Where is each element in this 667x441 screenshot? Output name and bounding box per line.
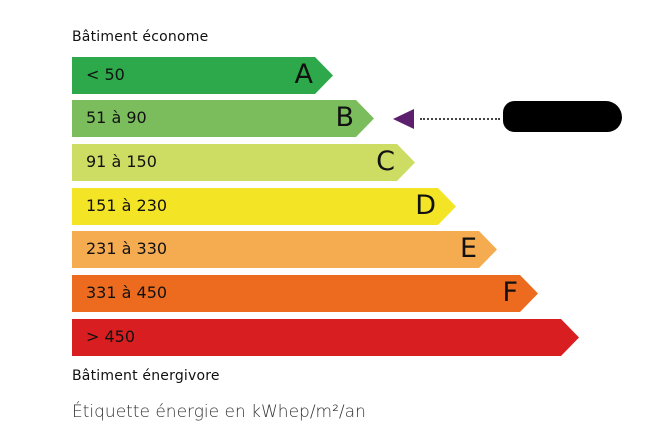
bar-range: 151 à 230 [86,196,168,215]
energy-bar-g: > 450 [72,319,579,356]
bar-letter: A [294,59,313,90]
energy-bar-b: 51 à 90 B [72,100,374,137]
energy-bar-e: 231 à 330 E [72,231,497,268]
top-label: Bâtiment économe [72,29,209,45]
bar-letter: E [459,233,477,264]
bar-range: 51 à 90 [86,108,147,127]
indicator-dotted-line [420,118,500,120]
bar-range: 91 à 150 [86,152,157,171]
footer-caption: Étiquette énergie en kWhep/m²/an [72,402,366,422]
bar-letter: B [335,102,354,133]
energy-bar-a: < 50 A [72,57,333,94]
bar-letter: D [415,190,436,221]
bar-letter: C [376,146,395,177]
energy-bar-d: 151 à 230 D [72,188,456,225]
energy-bar-c: 91 à 150 C [72,144,415,181]
bar-range: > 450 [86,327,136,346]
bar-range: 231 à 330 [86,239,168,258]
indicator-arrow-icon [393,109,414,129]
bar-range: < 50 [86,65,125,84]
energy-bar-f: 331 à 450 F [72,275,538,312]
redacted-value [503,101,622,132]
bar-range: 331 à 450 [86,283,168,302]
bar-letter: F [502,277,518,308]
bottom-label: Bâtiment énergivore [72,368,220,384]
